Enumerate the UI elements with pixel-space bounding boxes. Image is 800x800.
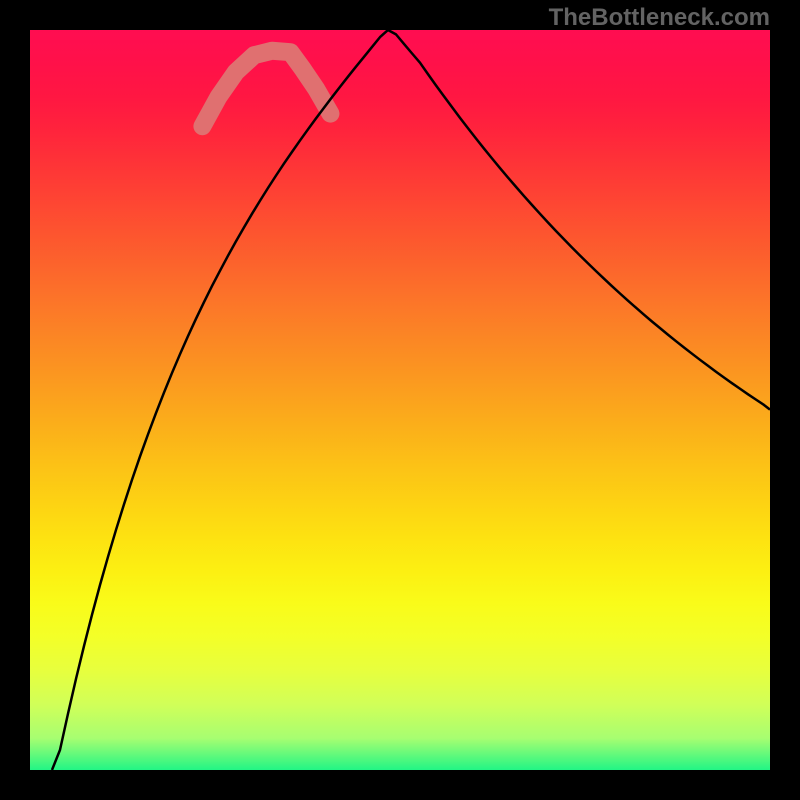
bottleneck-curve xyxy=(52,30,770,770)
chart-canvas: TheBottleneck.com xyxy=(0,0,800,800)
highlight-segment xyxy=(202,51,330,126)
chart-svg xyxy=(30,30,770,770)
watermark: TheBottleneck.com xyxy=(549,4,770,32)
plot-area xyxy=(30,30,770,770)
